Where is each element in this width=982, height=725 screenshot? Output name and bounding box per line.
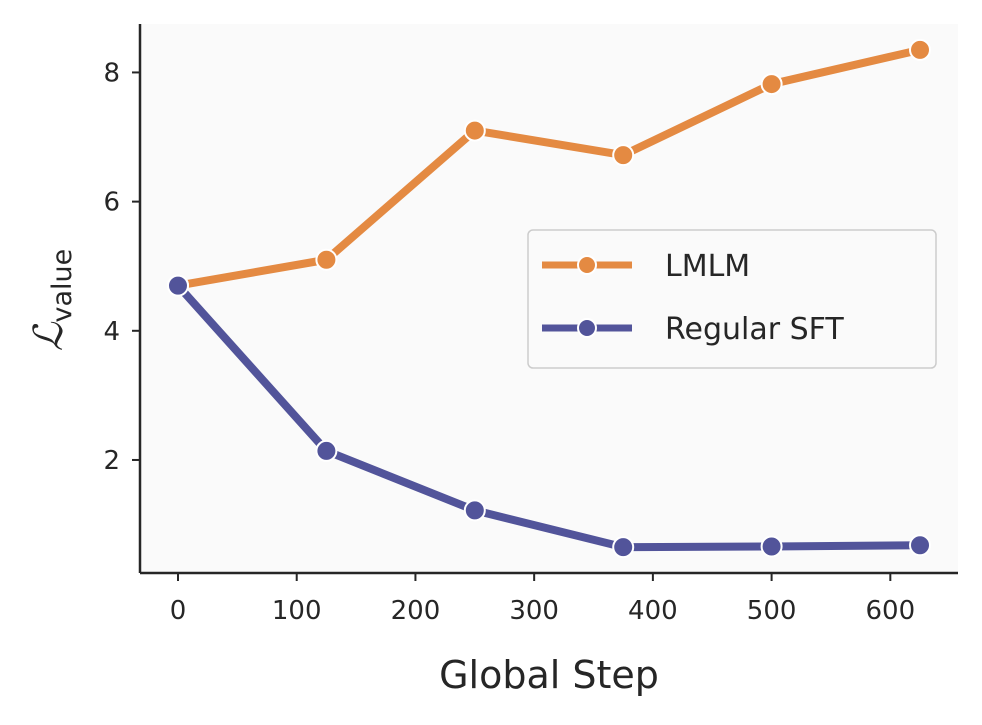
series-line-regular-sft [173,281,925,552]
y-tick-label: 6 [103,188,120,218]
x-tick-label: 500 [747,596,797,626]
x-tick-label: 600 [866,596,916,626]
svg-text:ℒvalue: ℒvalue [26,249,78,352]
x-tick-label: 300 [509,596,559,626]
data-point-regular-sft [315,439,338,462]
data-point-regular-sft [909,534,932,557]
y-tick-label: 8 [103,58,120,88]
legend-label-regular-sft: Regular SFT [665,312,844,347]
data-point-lmlm [909,38,932,61]
x-tick-label: 100 [272,596,322,626]
data-point-lmlm [315,248,338,271]
x-tick-label: 400 [628,596,678,626]
series-line-lmlm [173,45,925,290]
legend-item-lmlm: LMLM [542,249,750,284]
x-axis-title: Global Step [439,653,659,697]
y-axis-title: ℒvalue [26,249,78,352]
x-axis-ticks: 0 100 200 300 400 500 600 [170,573,915,626]
legend-item-regular-sft: Regular SFT [542,312,844,347]
legend-marker-regular-sft [577,318,597,338]
y-axis-ticks: 2 4 6 8 [103,58,140,476]
series-layer [166,38,932,559]
data-point-lmlm [612,144,635,167]
legend-marker-lmlm [577,255,597,275]
data-point-lmlm [463,119,486,142]
y-tick-label: 2 [103,446,120,476]
y-axis-title-subscript: value [47,249,78,323]
y-tick-label: 4 [103,317,120,347]
data-point-lmlm [760,73,783,96]
x-tick-label: 0 [170,596,187,626]
legend: LMLM Regular SFT [527,229,937,369]
data-point-regular-sft [612,536,635,559]
data-point-regular-sft [166,274,189,297]
y-axis-title-symbol: ℒ [26,321,72,351]
data-point-regular-sft [760,535,783,558]
data-point-regular-sft [463,499,486,522]
x-tick-label: 200 [391,596,441,626]
legend-label-lmlm: LMLM [665,249,750,284]
